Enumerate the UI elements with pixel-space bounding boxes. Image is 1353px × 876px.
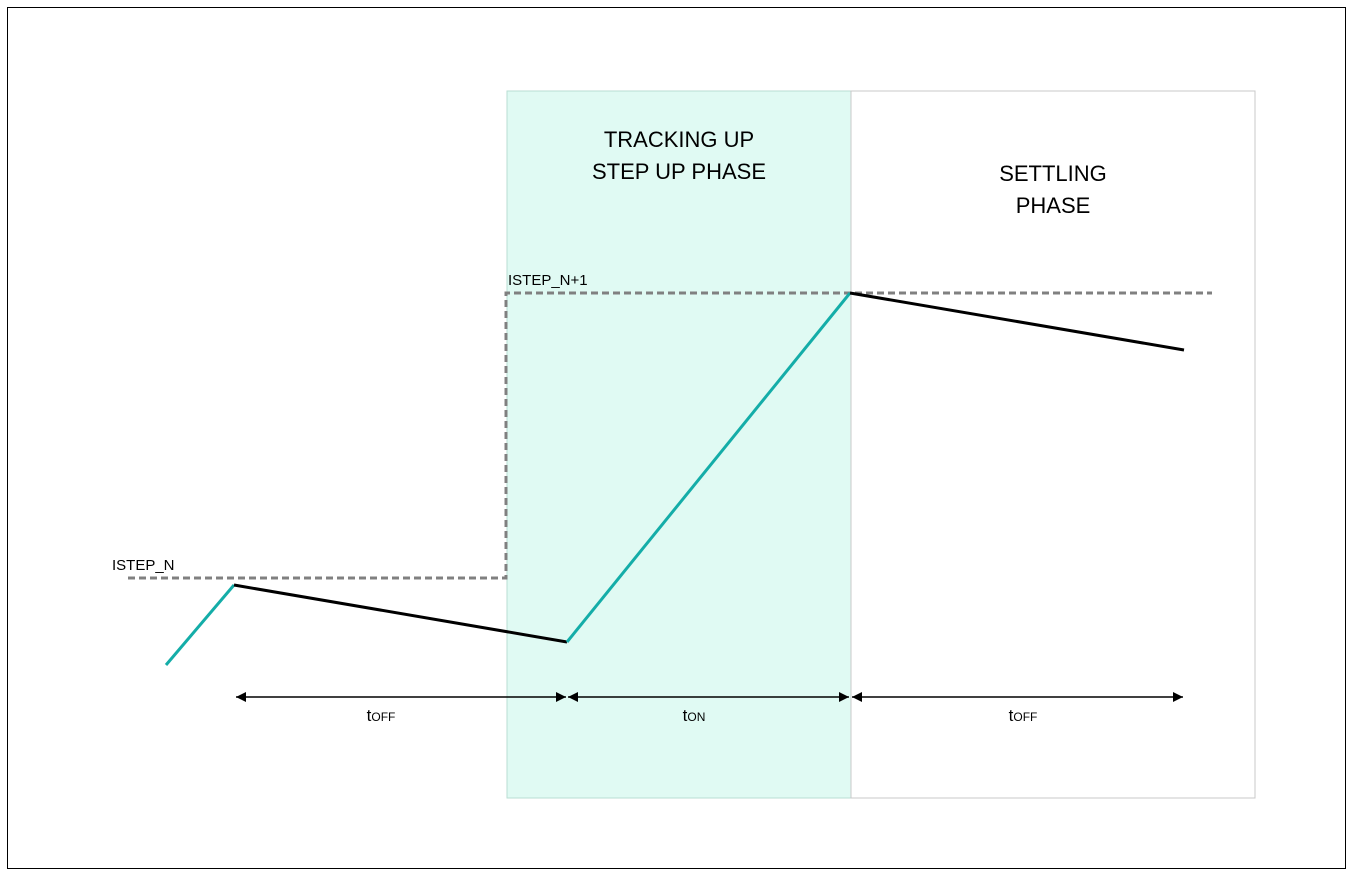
tracking-phase-title-line2: STEP UP PHASE — [592, 159, 766, 184]
toff-label-2: tOFF — [1009, 706, 1038, 725]
istep-n-label: ISTEP_N — [112, 557, 175, 574]
rising-segment-initial — [166, 585, 234, 665]
settling-phase-title-line2: PHASE — [1016, 193, 1091, 218]
falling-segment-settling — [850, 293, 1184, 350]
tracking-phase-title-line1: TRACKING UP — [604, 127, 754, 152]
toff-label-1: tOFF — [367, 706, 396, 725]
istep-n1-label: ISTEP_N+1 — [508, 272, 588, 289]
tracking-phase-region — [507, 91, 851, 798]
settling-phase-title-line1: SETTLING — [999, 161, 1107, 186]
